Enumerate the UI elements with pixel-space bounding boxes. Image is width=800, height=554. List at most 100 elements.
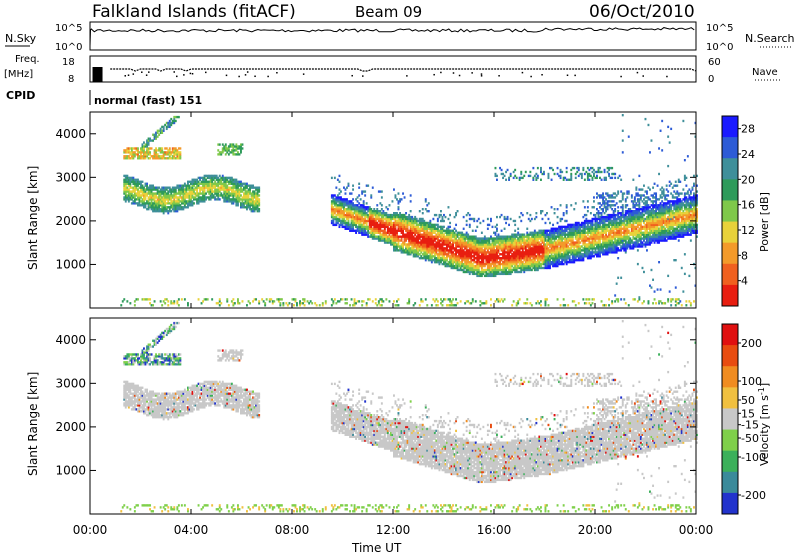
power-cell [491,272,494,276]
power-cell [224,182,227,185]
power-cell [493,262,495,266]
power-cell [462,266,465,270]
power-cell [521,264,524,268]
power-cell [405,225,408,229]
power-cell [440,233,442,236]
power-cell [502,257,505,260]
power-cell [491,266,494,270]
power-cell [302,302,305,305]
power-cell [461,264,464,268]
power-cell [541,229,544,232]
power-cell [140,188,142,191]
power-cell [364,225,367,229]
power-cell [571,235,574,238]
power-cell [568,259,571,262]
power-cell [443,261,445,264]
power-cell [370,227,373,230]
power-cell [483,237,486,240]
power-cell [488,251,491,254]
power-cell [540,168,542,172]
power-cell [476,253,479,256]
power-cell [470,235,473,238]
power-cell [524,247,527,250]
power-cell [543,239,545,242]
power-cell [176,302,179,305]
power-cell [527,237,530,240]
power-cell [447,235,450,238]
power-cell [421,217,424,221]
power-cell [447,262,450,266]
power-cell [458,257,461,260]
power-cell [521,213,524,217]
power-cell [503,215,506,219]
power-cell [411,245,414,248]
power-cell [480,262,483,266]
power-cell [232,184,235,187]
power-cell [140,200,142,203]
power-cell [536,251,539,254]
power-cell [565,243,568,246]
power-cell [361,219,364,223]
power-cell [408,298,411,301]
power-cell [574,249,577,252]
power-cell [362,217,365,221]
power-cell [530,239,533,242]
power-cell [524,262,527,266]
power-cell [376,208,379,211]
power-cell [426,243,429,246]
power-cell [162,125,165,129]
power-cell [477,247,480,250]
power-cell [514,253,517,256]
power-cell [140,196,142,199]
power-cell [373,233,376,236]
power-cell [543,249,545,252]
power-cell [221,194,224,197]
power-cell [173,192,176,195]
power-cell [409,239,412,242]
power-cell [500,298,503,301]
power-cell [388,221,391,225]
power-cell [341,221,344,225]
power-cell [418,221,421,225]
power-cell [223,145,226,148]
power-cell [368,212,371,215]
power-cell [412,235,415,238]
power-cell [183,204,186,207]
power-cell [164,210,167,213]
power-cell [130,198,133,201]
power-cell [168,202,171,205]
power-cell [224,196,227,199]
power-cell [127,188,130,191]
power-cell [549,166,551,170]
power-cell [124,190,127,193]
power-cell [126,180,129,183]
power-cell [512,268,515,272]
power-cell [190,180,192,183]
power-cell [188,200,191,203]
power-cell [486,259,489,262]
power-cell [164,157,167,160]
power-cell [508,237,511,240]
power-cell [580,176,583,180]
power-cell [371,217,374,221]
power-cell [129,186,132,189]
power-cell [496,251,498,254]
power-cell [496,255,498,258]
power-cell [544,300,547,303]
power-cell [574,255,577,258]
power-cell [552,247,555,250]
power-cell [149,190,152,193]
power-cell [579,247,582,250]
power-cell [188,192,191,195]
power-cell [544,259,547,262]
power-cell [468,266,471,270]
power-cell [477,257,480,260]
power-cell [403,243,406,246]
power-cell [573,227,576,230]
power-cell [183,192,186,195]
power-cell [149,302,152,305]
power-cell [503,243,506,246]
power-cell [133,200,136,203]
power-cell [532,251,535,254]
power-cell [527,264,530,268]
